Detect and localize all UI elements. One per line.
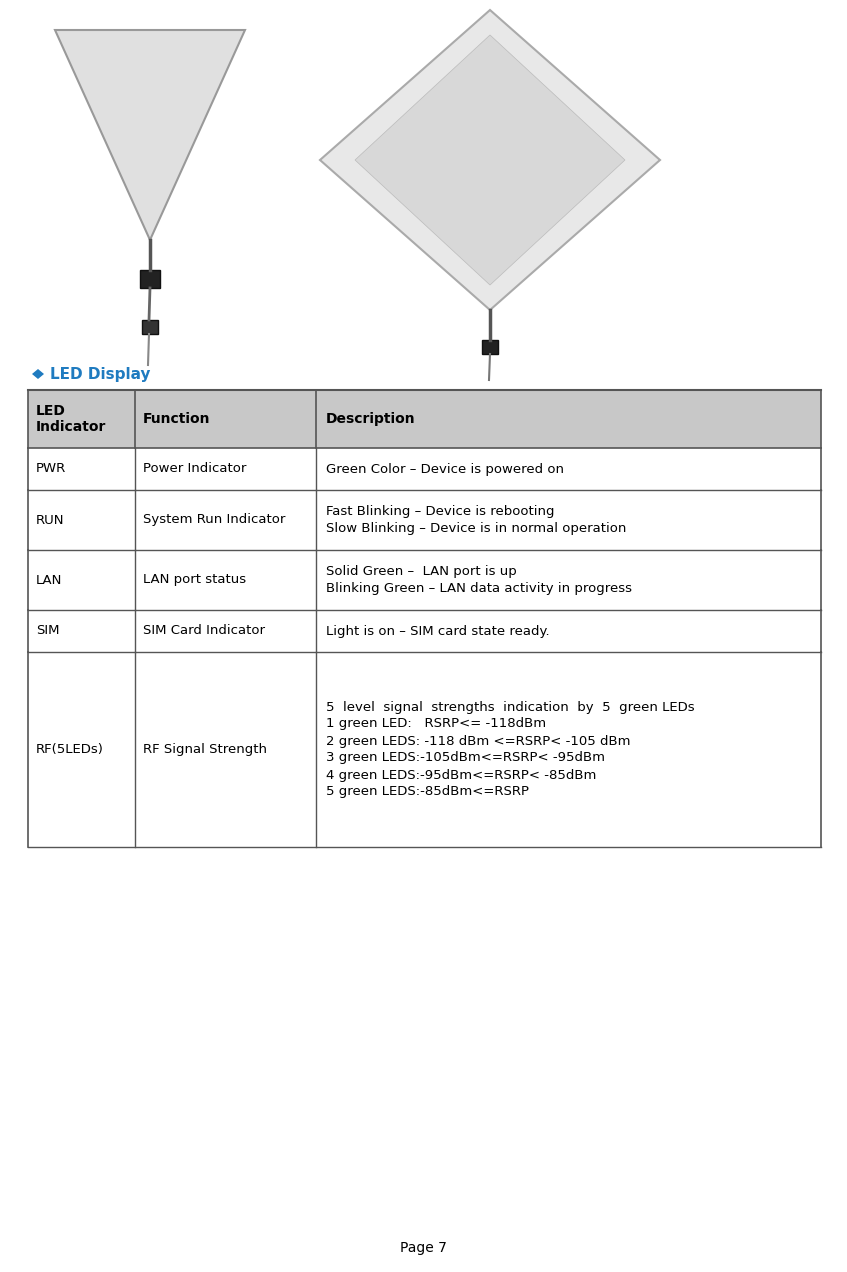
Text: Solid Green –  LAN port is up: Solid Green – LAN port is up bbox=[326, 565, 517, 577]
Text: 1 green LED:   RSRP<= -118dBm: 1 green LED: RSRP<= -118dBm bbox=[326, 717, 546, 730]
Text: RUN: RUN bbox=[36, 514, 64, 527]
FancyBboxPatch shape bbox=[140, 270, 160, 287]
Text: RF(5LEDs): RF(5LEDs) bbox=[36, 743, 104, 756]
Text: System Run Indicator: System Run Indicator bbox=[143, 514, 285, 527]
FancyBboxPatch shape bbox=[28, 391, 821, 448]
Text: 2 green LEDS: -118 dBm <=RSRP< -105 dBm: 2 green LEDS: -118 dBm <=RSRP< -105 dBm bbox=[326, 734, 630, 748]
Text: RF Signal Strength: RF Signal Strength bbox=[143, 743, 267, 756]
FancyBboxPatch shape bbox=[28, 550, 821, 611]
Text: LED Display: LED Display bbox=[50, 366, 151, 382]
Polygon shape bbox=[320, 10, 660, 310]
Text: 3 green LEDS:-105dBm<=RSRP< -95dBm: 3 green LEDS:-105dBm<=RSRP< -95dBm bbox=[326, 752, 605, 764]
Text: 5  level  signal  strengths  indication  by  5  green LEDs: 5 level signal strengths indication by 5… bbox=[326, 701, 695, 714]
FancyBboxPatch shape bbox=[142, 321, 158, 335]
Text: SIM Card Indicator: SIM Card Indicator bbox=[143, 625, 265, 637]
Text: Light is on – SIM card state ready.: Light is on – SIM card state ready. bbox=[326, 625, 550, 637]
Text: Page 7: Page 7 bbox=[400, 1241, 447, 1255]
Polygon shape bbox=[32, 369, 44, 379]
Text: Blinking Green – LAN data activity in progress: Blinking Green – LAN data activity in pr… bbox=[326, 583, 632, 595]
Text: Indicator: Indicator bbox=[36, 420, 107, 434]
Text: SIM: SIM bbox=[36, 625, 59, 637]
Text: LED: LED bbox=[36, 404, 66, 418]
Text: Slow Blinking – Device is in normal operation: Slow Blinking – Device is in normal oper… bbox=[326, 522, 627, 536]
Text: LAN port status: LAN port status bbox=[143, 574, 246, 586]
Text: 5 green LEDS:-85dBm<=RSRP: 5 green LEDS:-85dBm<=RSRP bbox=[326, 786, 529, 799]
FancyBboxPatch shape bbox=[28, 653, 821, 847]
Text: PWR: PWR bbox=[36, 463, 66, 476]
Text: LAN: LAN bbox=[36, 574, 63, 586]
FancyBboxPatch shape bbox=[28, 611, 821, 653]
Text: Function: Function bbox=[143, 412, 211, 426]
FancyBboxPatch shape bbox=[482, 340, 498, 354]
Text: Green Color – Device is powered on: Green Color – Device is powered on bbox=[326, 463, 564, 476]
Text: 4 green LEDS:-95dBm<=RSRP< -85dBm: 4 green LEDS:-95dBm<=RSRP< -85dBm bbox=[326, 768, 596, 781]
FancyBboxPatch shape bbox=[28, 448, 821, 490]
FancyBboxPatch shape bbox=[28, 490, 821, 550]
Text: Fast Blinking – Device is rebooting: Fast Blinking – Device is rebooting bbox=[326, 505, 555, 518]
Polygon shape bbox=[55, 31, 245, 240]
Polygon shape bbox=[355, 36, 625, 285]
Text: Power Indicator: Power Indicator bbox=[143, 463, 246, 476]
Text: Description: Description bbox=[326, 412, 416, 426]
